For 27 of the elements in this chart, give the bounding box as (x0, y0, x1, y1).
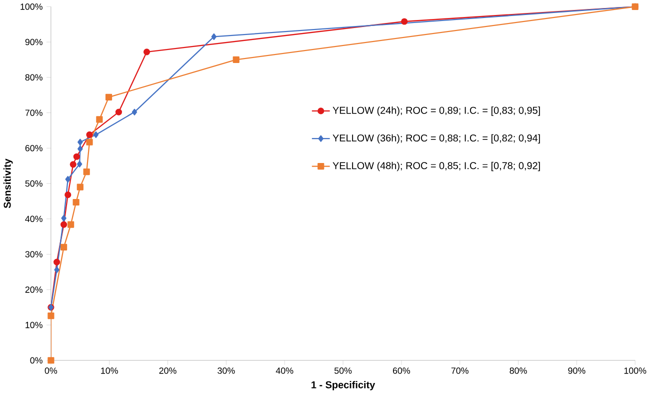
x-tick-label: 30% (218, 368, 235, 374)
x-tick-label: 50% (334, 368, 352, 374)
y-axis-title: Sensitivity (4, 158, 13, 208)
x-tick-label: 70% (451, 368, 468, 374)
x-axis-title: 1 - Specificity (312, 381, 376, 390)
x-tick-label: 10% (101, 368, 118, 374)
y-tick-label: 80% (25, 74, 42, 81)
x-tick-label: 60% (392, 368, 410, 374)
y-tick-label: 100% (20, 4, 42, 10)
y-tick-label: 70% (25, 110, 42, 116)
y-tick-label: 50% (25, 180, 42, 187)
x-tick-label: 80% (510, 368, 527, 374)
y-tick-label: 90% (25, 38, 42, 46)
y-tick-label: 40% (25, 216, 42, 222)
x-tick-label: 0% (44, 368, 58, 374)
x-tick-label: 90% (568, 368, 586, 374)
y-tick-label: 30% (25, 251, 42, 258)
x-tick-label: 40% (276, 368, 294, 374)
y-tick-label: 20% (25, 286, 42, 293)
y-tick-label: 0% (30, 357, 42, 364)
legend-label: YELLOW (24h); ROC = 0,89; I.C. = [0,83; 0,95] (332, 106, 540, 116)
legend-label: YELLOW (48h); ROC = 0,85; I.C. = [0,78; 0,92] (332, 162, 540, 172)
x-tick-label: 100% (624, 368, 646, 374)
legend-label: YELLOW (36h); ROC = 0,88; I.C. = [0,82; 0,94] (332, 134, 540, 144)
x-tick-label: 20% (159, 368, 176, 374)
y-tick-label: 10% (26, 322, 42, 328)
y-tick-label: 60% (25, 145, 42, 152)
